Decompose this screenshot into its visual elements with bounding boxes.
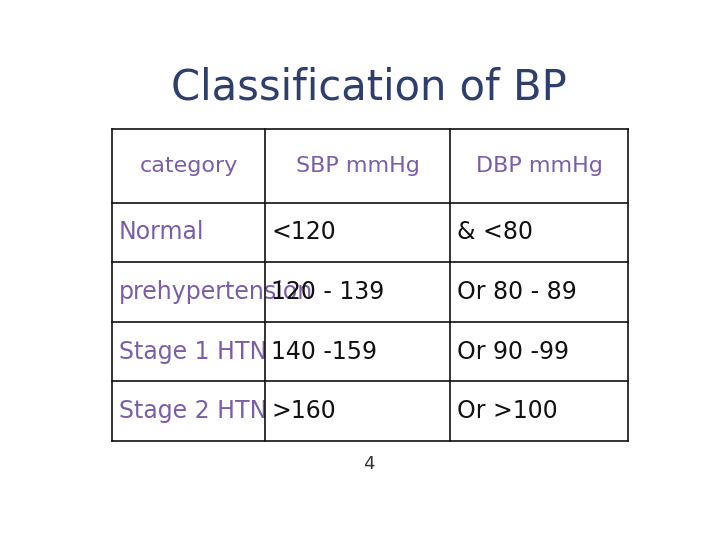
Text: 140 -159: 140 -159 (271, 340, 377, 363)
Text: 120 - 139: 120 - 139 (271, 280, 384, 304)
Text: Or >100: Or >100 (457, 399, 558, 423)
Text: DBP mmHg: DBP mmHg (476, 156, 603, 176)
Text: Classification of BP: Classification of BP (171, 66, 567, 109)
Text: & <80: & <80 (457, 220, 533, 245)
Text: >160: >160 (271, 399, 336, 423)
Text: Stage 1 HTN: Stage 1 HTN (119, 340, 267, 363)
Text: Or 90 -99: Or 90 -99 (457, 340, 569, 363)
Text: SBP mmHg: SBP mmHg (295, 156, 420, 176)
Text: Normal: Normal (119, 220, 204, 245)
Text: Stage 2 HTN: Stage 2 HTN (119, 399, 267, 423)
Text: Or 80 - 89: Or 80 - 89 (457, 280, 577, 304)
Text: prehypertension: prehypertension (119, 280, 313, 304)
Text: category: category (139, 156, 238, 176)
Text: 4: 4 (364, 455, 374, 473)
Text: <120: <120 (271, 220, 336, 245)
